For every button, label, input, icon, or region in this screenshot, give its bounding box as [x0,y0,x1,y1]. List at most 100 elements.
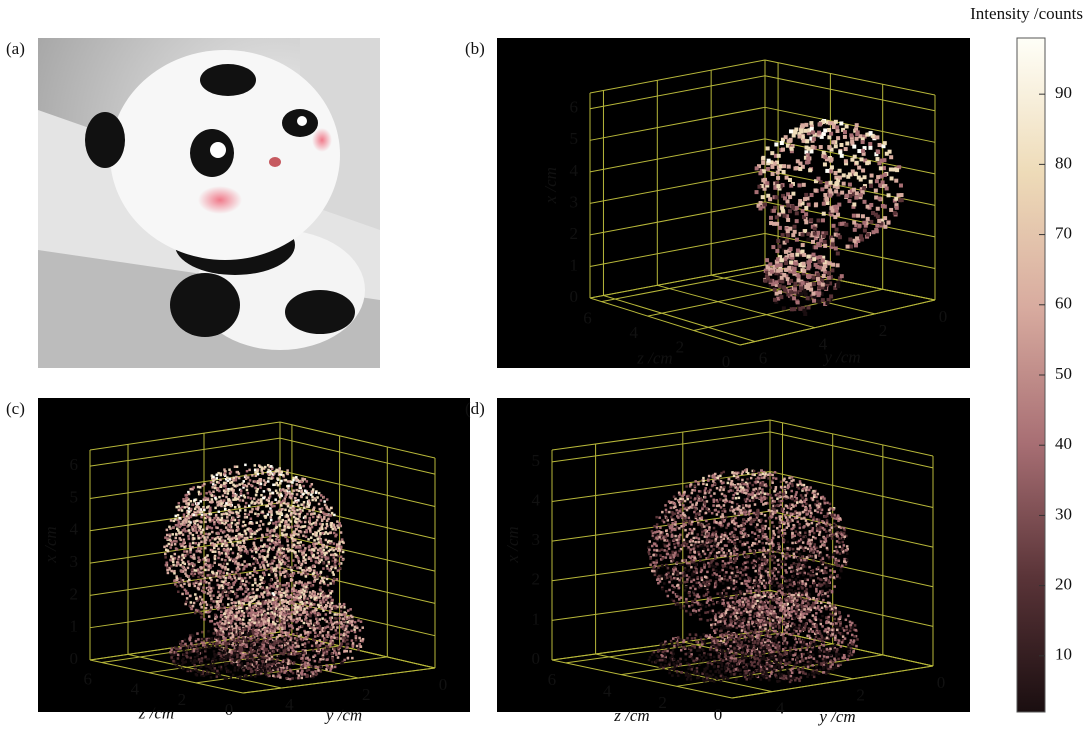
point [192,503,195,506]
point [190,500,193,503]
point [326,525,329,528]
point [178,505,181,508]
point [330,619,333,622]
point [323,577,326,580]
point [297,525,300,528]
point [220,505,223,508]
point [189,515,192,518]
point [835,209,839,213]
point [237,568,240,571]
point [185,574,188,577]
point [309,613,312,616]
point [834,246,838,250]
point [242,623,245,626]
point [269,563,272,566]
point [179,531,182,534]
point [212,480,215,483]
point [310,536,313,539]
point [243,568,246,571]
point [253,544,256,547]
point [203,618,206,621]
point [280,621,283,624]
point [298,614,301,617]
point [263,490,266,493]
point [293,593,296,596]
point [271,468,274,471]
point [209,591,212,594]
point [211,571,214,574]
point [223,637,226,640]
point [821,298,825,302]
point [242,484,245,487]
point [298,626,301,629]
point [336,638,339,641]
figure: (a) (b) (c) (d) Intensity /counts 102030… [0,0,1087,730]
point [821,283,825,287]
point [306,531,309,534]
point [776,171,780,175]
point [210,676,213,679]
point [839,121,843,125]
point [175,540,178,543]
point [802,253,806,257]
point [328,648,331,651]
point [224,485,227,488]
point [220,529,223,532]
point [324,504,327,507]
point [231,636,234,639]
point [311,674,314,677]
point [233,631,236,634]
point [775,249,779,253]
point [270,634,273,637]
point [224,607,227,610]
point [225,552,228,555]
point [307,538,310,541]
point [264,588,267,591]
point [199,525,202,527]
point [214,507,217,510]
point [300,581,303,584]
point [875,179,879,183]
point [292,489,295,492]
point [291,606,294,609]
point [895,206,899,210]
point [276,477,279,480]
point [804,212,808,216]
point [258,608,261,611]
point [240,620,243,623]
point [330,507,333,510]
point [279,591,282,594]
point [262,523,265,526]
point [322,567,325,570]
point [333,637,336,640]
colorbar-tick-label: 10 [1055,645,1072,664]
point [235,523,238,526]
point [309,522,312,525]
point [766,167,770,171]
point [782,214,786,218]
point [176,579,179,582]
point [251,533,254,536]
point [849,133,853,137]
point [213,670,216,673]
point [286,469,289,472]
point [264,620,267,623]
point [275,482,278,485]
point [254,547,257,550]
point [286,672,289,675]
point [293,619,296,622]
point [786,218,790,222]
point [359,629,362,632]
point [197,537,200,540]
point [262,577,265,580]
point [258,618,261,621]
point [869,180,873,184]
point [205,607,208,610]
point [212,476,215,479]
point [318,661,321,664]
point [194,573,197,576]
point [219,620,222,623]
point [266,630,269,633]
point [827,271,831,275]
point [203,580,206,583]
